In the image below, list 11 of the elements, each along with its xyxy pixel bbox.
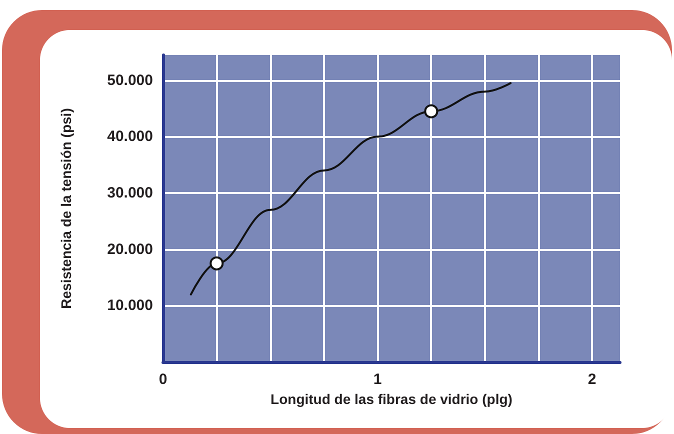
- line-series: [190, 82, 512, 296]
- x-tick-label: 2: [588, 371, 596, 388]
- x-tick-label: 1: [373, 371, 382, 388]
- y-tick-label: 50.000: [107, 72, 153, 89]
- y-axis-title: Resistencia de la tensión (psi): [58, 108, 74, 309]
- y-tick-label: 30.000: [107, 184, 153, 202]
- y-tick-label: 40.000: [107, 128, 153, 146]
- x-axis-title: Longitud de las fibras de vidrio (plg): [270, 391, 512, 407]
- y-tick-label: 10.000: [107, 297, 153, 314]
- x-tick-label: 0: [158, 371, 168, 388]
- y-tick-label: 20.000: [107, 240, 153, 258]
